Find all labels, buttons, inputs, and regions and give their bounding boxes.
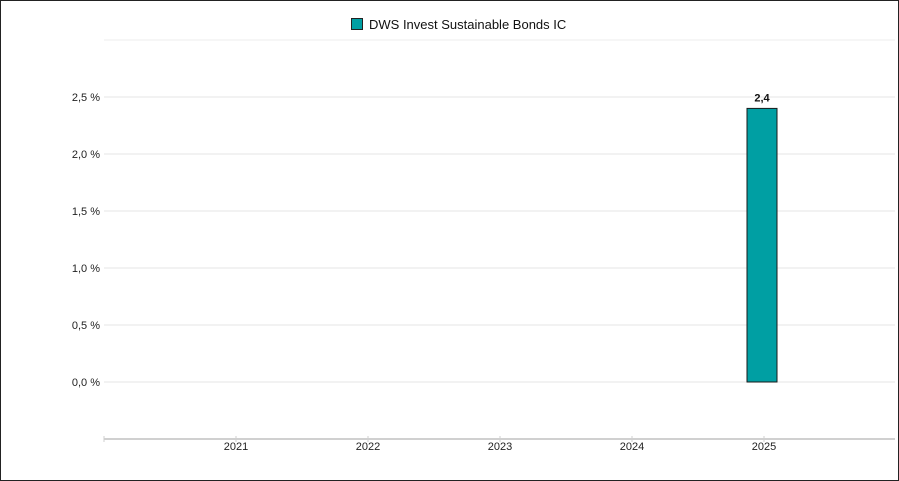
legend-label: DWS Invest Sustainable Bonds IC <box>369 16 567 32</box>
y-tick-label: 2,5 % <box>72 92 100 104</box>
bars <box>746 107 778 383</box>
data-label: 2,4 <box>754 92 770 104</box>
y-tick-label: 1,0 % <box>72 263 100 275</box>
x-tick-label: 2025 <box>752 441 776 453</box>
x-tick-label: 2022 <box>356 441 380 453</box>
y-tick-label: 0,0 % <box>72 377 100 389</box>
y-tick-label: 0,5 % <box>72 320 100 332</box>
legend[interactable]: DWS Invest Sustainable Bonds IC <box>351 16 566 32</box>
y-axis: 0,0 % 0,5 % 1,0 % 1,5 % 2,0 % 2,5 % <box>72 92 100 389</box>
x-tick-label: 2024 <box>620 441 644 453</box>
bar[interactable] <box>746 107 778 383</box>
y-tick-label: 2,0 % <box>72 149 100 161</box>
x-tick-label: 2021 <box>224 441 248 453</box>
x-tick-label: 2023 <box>488 441 512 453</box>
legend-swatch <box>351 18 363 30</box>
x-axis: 2021 2022 2023 2024 2025 <box>103 436 895 453</box>
data-labels: 2,4 <box>754 92 770 104</box>
y-tick-label: 1,5 % <box>72 206 100 218</box>
